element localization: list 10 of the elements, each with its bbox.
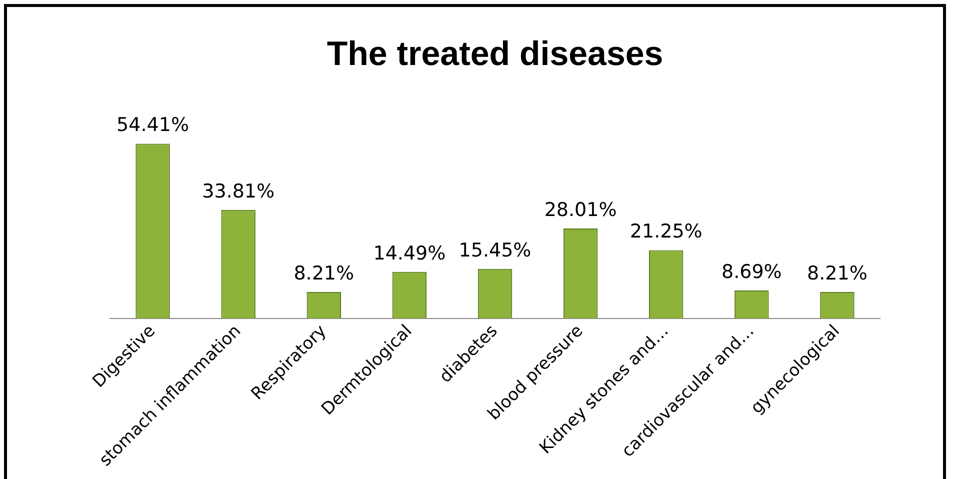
chart-title: The treated diseases — [326, 34, 664, 73]
data-label: 33.81% — [202, 180, 275, 202]
data-label: 14.49% — [373, 242, 446, 264]
data-label: 21.25% — [630, 220, 702, 243]
data-label: 28.01% — [544, 198, 617, 221]
data-label: 15.45% — [458, 239, 532, 262]
data-label: 8.21% — [294, 262, 354, 284]
data-label: 8.21% — [807, 262, 868, 284]
data-label: 8.69% — [721, 260, 782, 283]
data-label: 54.41% — [116, 114, 190, 136]
